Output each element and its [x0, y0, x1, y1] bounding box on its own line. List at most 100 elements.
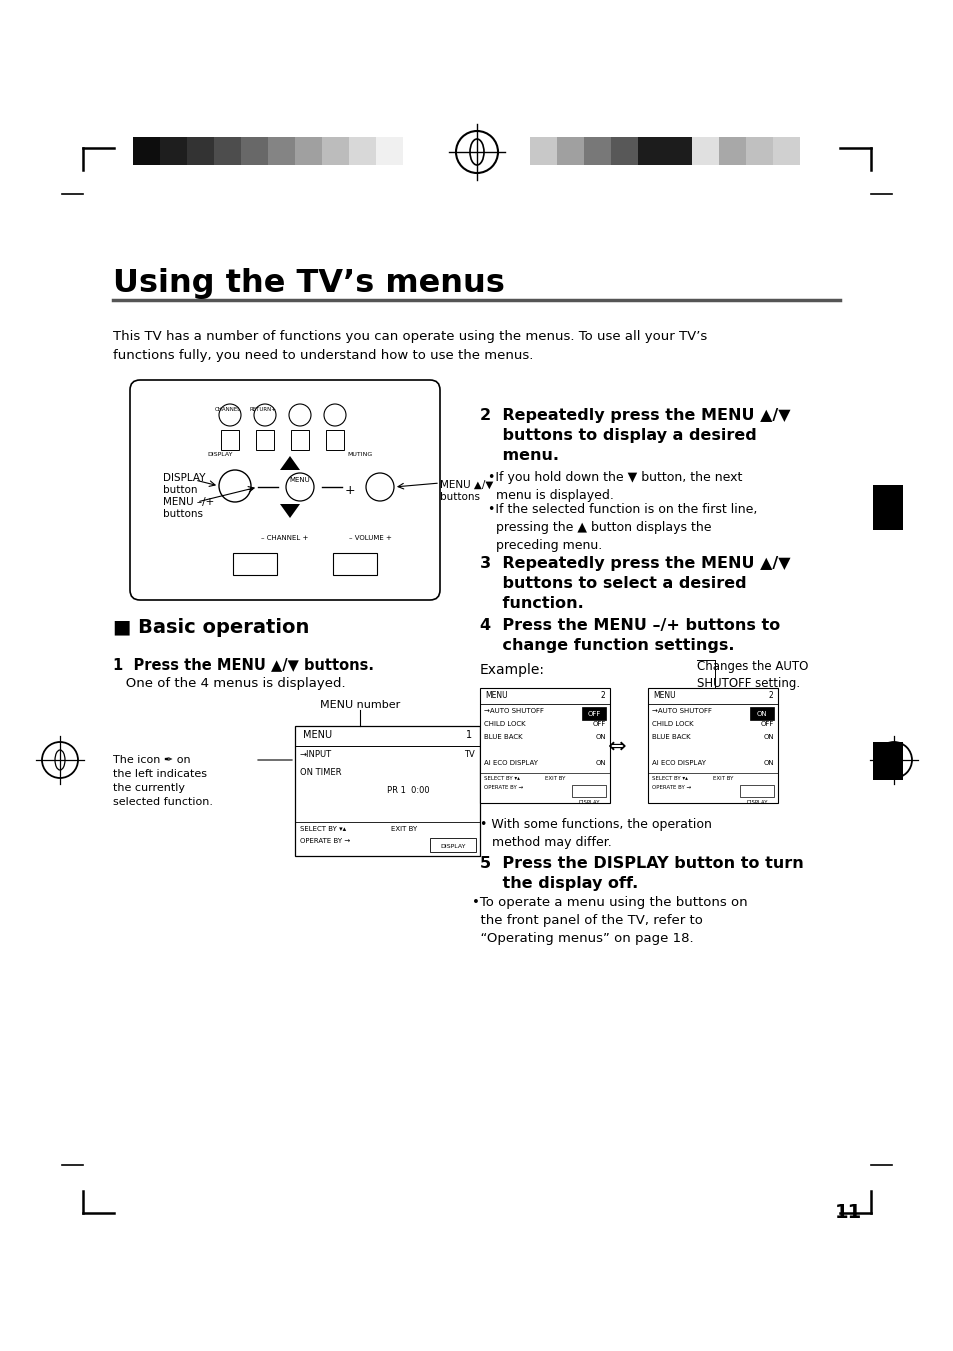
- Bar: [333, 553, 376, 576]
- Text: ON: ON: [595, 761, 605, 766]
- Text: ON: ON: [756, 711, 766, 717]
- Bar: [872, 742, 902, 780]
- Bar: [255, 430, 274, 450]
- Text: +: +: [344, 484, 355, 497]
- Bar: [326, 430, 344, 450]
- Text: 5  Press the DISPLAY button to turn
    the display off.: 5 Press the DISPLAY button to turn the d…: [479, 857, 803, 890]
- Bar: [583, 136, 610, 165]
- Polygon shape: [280, 457, 299, 470]
- Text: CHANNEL: CHANNEL: [214, 407, 241, 412]
- Text: – CHANNEL +: – CHANNEL +: [261, 535, 309, 540]
- Text: PR 1  0:00: PR 1 0:00: [387, 786, 430, 794]
- Text: ⇔: ⇔: [607, 738, 626, 757]
- Text: ON TIMER: ON TIMER: [299, 767, 341, 777]
- Text: EXIT BY: EXIT BY: [712, 775, 733, 781]
- Text: MENU –/+
buttons: MENU –/+ buttons: [163, 497, 214, 519]
- Text: • With some functions, the operation
   method may differ.: • With some functions, the operation met…: [479, 817, 711, 848]
- Text: –: –: [247, 484, 253, 497]
- Text: 2  Repeatedly press the MENU ▲/▼
    buttons to display a desired
    menu.: 2 Repeatedly press the MENU ▲/▼ buttons …: [479, 408, 790, 462]
- Text: OFF: OFF: [592, 721, 605, 727]
- Bar: [268, 136, 294, 165]
- Text: →INPUT: →INPUT: [299, 750, 332, 759]
- Bar: [160, 136, 187, 165]
- Text: This TV has a number of functions you can operate using the menus. To use all yo: This TV has a number of functions you ca…: [112, 330, 706, 362]
- Text: DISPLAY: DISPLAY: [745, 801, 767, 805]
- Text: ON: ON: [762, 734, 773, 740]
- Text: •If you hold down the ▼ button, the next
  menu is displayed.: •If you hold down the ▼ button, the next…: [488, 471, 741, 503]
- Bar: [294, 136, 322, 165]
- Text: SELECT BY ▾▴: SELECT BY ▾▴: [483, 775, 519, 781]
- Text: 3  Repeatedly press the MENU ▲/▼
    buttons to select a desired
    function.: 3 Repeatedly press the MENU ▲/▼ buttons …: [479, 557, 790, 611]
- Text: →AUTO SHUTOFF: →AUTO SHUTOFF: [651, 708, 711, 713]
- Text: 11: 11: [834, 1202, 862, 1223]
- Text: AI ECO DISPLAY: AI ECO DISPLAY: [483, 761, 537, 766]
- Bar: [187, 136, 213, 165]
- Text: MENU ▲/▼
buttons: MENU ▲/▼ buttons: [439, 480, 493, 503]
- Bar: [294, 725, 479, 857]
- Text: ■ Basic operation: ■ Basic operation: [112, 617, 309, 638]
- Bar: [233, 553, 276, 576]
- Bar: [772, 136, 800, 165]
- Text: CHILD LOCK: CHILD LOCK: [483, 721, 525, 727]
- Bar: [221, 430, 239, 450]
- Text: CHILD LOCK: CHILD LOCK: [651, 721, 693, 727]
- Bar: [581, 707, 605, 720]
- Text: OPERATE BY →: OPERATE BY →: [651, 785, 690, 790]
- Bar: [213, 136, 241, 165]
- Text: SELECT BY ▾▴: SELECT BY ▾▴: [299, 825, 346, 832]
- Text: Changes the AUTO
SHUTOFF setting.: Changes the AUTO SHUTOFF setting.: [697, 661, 807, 690]
- Text: 1: 1: [465, 730, 472, 740]
- Bar: [291, 430, 309, 450]
- Text: RETURN+: RETURN+: [250, 407, 276, 412]
- Text: – VOLUME +: – VOLUME +: [348, 535, 391, 540]
- Text: EXIT BY: EXIT BY: [391, 825, 417, 832]
- Bar: [241, 136, 268, 165]
- Text: MUTING: MUTING: [347, 453, 373, 457]
- Bar: [872, 485, 902, 530]
- Bar: [375, 136, 402, 165]
- Bar: [572, 785, 605, 797]
- Text: DISPLAY: DISPLAY: [207, 453, 233, 457]
- Text: 2: 2: [767, 690, 772, 700]
- Bar: [691, 136, 719, 165]
- Text: The icon ✒ on
the left indicates
the currently
selected function.: The icon ✒ on the left indicates the cur…: [112, 755, 213, 807]
- Text: 2: 2: [599, 690, 604, 700]
- Text: DISPLAY: DISPLAY: [439, 843, 465, 848]
- Text: Example:: Example:: [479, 663, 544, 677]
- Text: OFF: OFF: [760, 721, 773, 727]
- Bar: [322, 136, 349, 165]
- Bar: [479, 688, 609, 802]
- Text: DISPLAY: DISPLAY: [578, 801, 599, 805]
- Text: OPERATE BY →: OPERATE BY →: [483, 785, 522, 790]
- Text: BLUE BACK: BLUE BACK: [651, 734, 690, 740]
- Text: EXIT BY: EXIT BY: [544, 775, 565, 781]
- Bar: [530, 136, 557, 165]
- Bar: [132, 136, 160, 165]
- Bar: [664, 136, 691, 165]
- Text: MENU: MENU: [290, 477, 310, 484]
- Bar: [430, 838, 476, 852]
- Text: ON: ON: [595, 734, 605, 740]
- FancyBboxPatch shape: [130, 380, 439, 600]
- Text: →AUTO SHUTOFF: →AUTO SHUTOFF: [483, 708, 543, 713]
- Text: OFF: OFF: [587, 711, 600, 717]
- Text: BLUE BACK: BLUE BACK: [483, 734, 522, 740]
- Bar: [638, 136, 664, 165]
- Text: TV: TV: [464, 750, 475, 759]
- Text: Using the TV’s menus: Using the TV’s menus: [112, 267, 504, 299]
- Text: MENU: MENU: [484, 690, 507, 700]
- Bar: [557, 136, 583, 165]
- Bar: [647, 688, 778, 802]
- Text: DISPLAY
button: DISPLAY button: [163, 473, 205, 496]
- Text: 1  Press the MENU ▲/▼ buttons.: 1 Press the MENU ▲/▼ buttons.: [112, 657, 374, 671]
- Bar: [349, 136, 375, 165]
- Text: One of the 4 menus is displayed.: One of the 4 menus is displayed.: [112, 677, 345, 690]
- Text: •If the selected function is on the first line,
  pressing the ▲ button displays: •If the selected function is on the firs…: [488, 503, 757, 553]
- Text: MENU number: MENU number: [319, 700, 399, 711]
- Text: MENU: MENU: [652, 690, 675, 700]
- Text: •To operate a menu using the buttons on
  the front panel of the TV, refer to
  : •To operate a menu using the buttons on …: [472, 896, 747, 944]
- Text: ON: ON: [762, 761, 773, 766]
- Polygon shape: [280, 504, 299, 517]
- Text: 4  Press the MENU –/+ buttons to
    change function settings.: 4 Press the MENU –/+ buttons to change f…: [479, 617, 780, 653]
- Bar: [740, 785, 773, 797]
